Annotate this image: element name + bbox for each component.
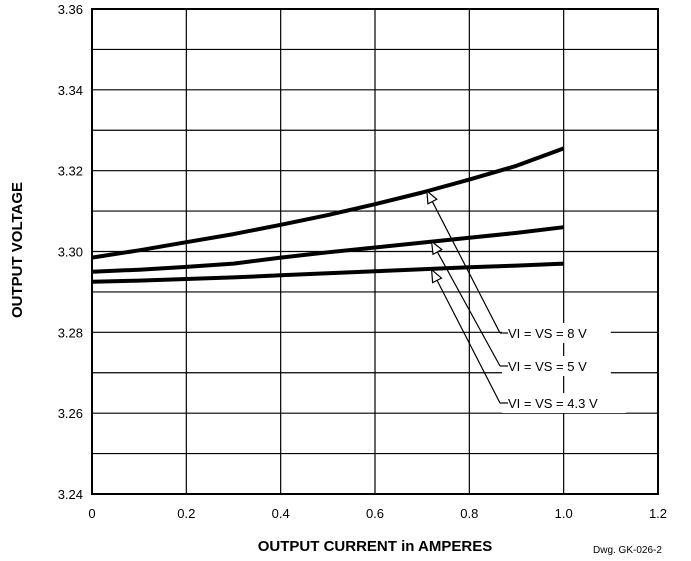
y-tick-label: 3.24: [58, 487, 83, 502]
y-tick-label: 3.32: [58, 164, 83, 179]
x-tick-label: 0: [88, 506, 95, 521]
annotation-1: VI = VS = 8 V: [426, 189, 611, 343]
series-lines: [91, 146, 565, 284]
annotation-2: VI = VS = 5 V: [430, 240, 611, 376]
y-axis-title: OUTPUT VOLTAGE: [9, 182, 26, 318]
series-line-1: [91, 146, 565, 260]
tick-labels: 0 0.2 0.4 0.6 0.8 1.0 1.2 3.24 3.26 3.28 3.30 3.32 3…: [58, 2, 667, 521]
x-tick-label: 0.8: [460, 506, 478, 521]
y-tick-label: 3.36: [58, 2, 83, 17]
annotation-label: VI = VS = 4.3 V: [508, 396, 598, 411]
x-tick-label: 0.4: [272, 506, 290, 521]
annotation-arrowhead: [430, 268, 443, 284]
y-tick-label: 3.28: [58, 325, 83, 340]
annotation-leader-line: [431, 201, 501, 334]
annotation-label-bg: [502, 356, 611, 376]
x-tick-label: 0.6: [366, 506, 384, 521]
annotation-label: VI = VS = 8 V: [508, 326, 587, 341]
plot-frame: [91, 8, 659, 495]
drawing-number: Dwg. GK-026-2: [593, 545, 662, 556]
x-tick-label: 0.2: [177, 506, 195, 521]
y-tick-label: 3.26: [58, 406, 83, 421]
annotation-leader-line: [436, 280, 501, 404]
annotation-label: VI = VS = 5 V: [508, 359, 587, 374]
annotations: VI = VS = 8 V VI = VS = 5 V VI = VS = 4.3 …: [426, 189, 626, 413]
annotation-label-bg: [502, 393, 626, 413]
annotation-arrowhead: [430, 240, 443, 256]
x-tick-label: 1.2: [649, 506, 667, 521]
annotation-3: VI = VS = 4.3 V: [430, 268, 626, 413]
annotation-label-bg: [502, 323, 611, 343]
grid: [92, 9, 658, 494]
x-tick-label: 1.0: [555, 506, 573, 521]
y-tick-label: 3.30: [58, 245, 83, 260]
series-line-3: [91, 261, 564, 284]
x-axis-title: OUTPUT CURRENT in AMPERES: [258, 538, 492, 555]
y-tick-label: 3.34: [58, 83, 83, 98]
annotation-arrowhead: [426, 189, 438, 205]
series-line-2: [91, 225, 564, 274]
annotation-leader-line: [436, 251, 501, 367]
